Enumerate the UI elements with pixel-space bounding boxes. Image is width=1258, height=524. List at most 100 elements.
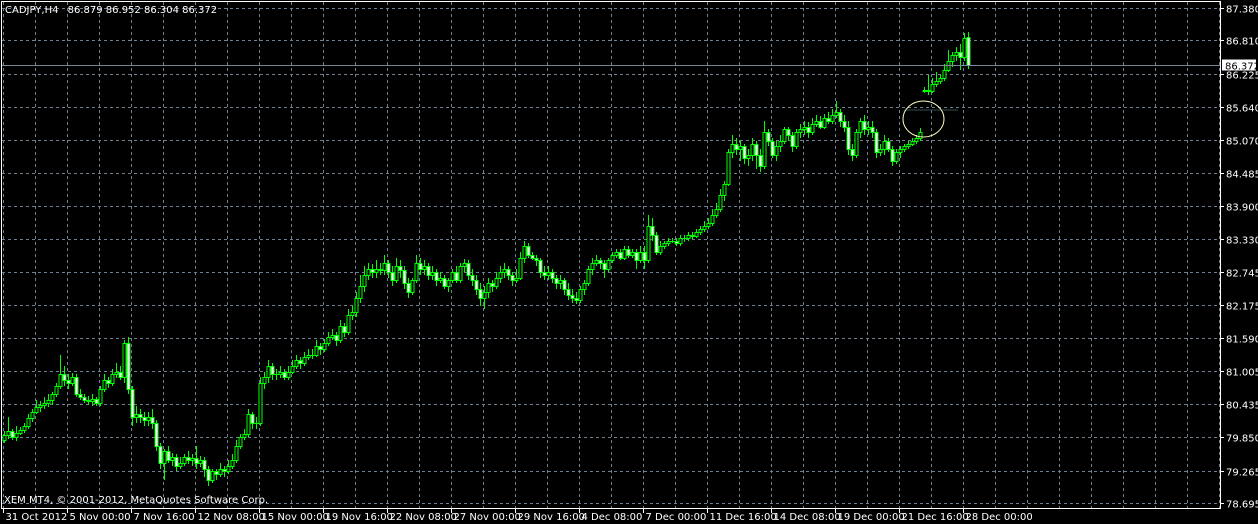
- annotation-ellipse[interactable]: [902, 100, 945, 138]
- candle-body-bull: [6, 431, 11, 436]
- candle: [810, 118, 815, 135]
- candle-body-bull: [286, 372, 291, 378]
- candle-body-bear: [554, 278, 559, 284]
- candle: [270, 363, 275, 380]
- candle-body-bull: [210, 471, 215, 481]
- candle: [818, 116, 823, 129]
- candle: [638, 246, 643, 263]
- candle: [178, 457, 183, 469]
- time-axis[interactable]: 31 Oct 2012 5 Nov 00:00 7 Nov 16:00 12 Nov …: [3, 509, 1033, 523]
- candle: [754, 141, 759, 169]
- candle-body-bull: [458, 266, 463, 281]
- candle: [546, 266, 551, 280]
- candle-body-bull: [930, 84, 935, 92]
- candle-body-bear: [850, 149, 855, 156]
- candles: [2, 32, 971, 486]
- candle-body-bull: [730, 144, 735, 153]
- candle: [50, 392, 55, 405]
- candle-body-bull: [382, 263, 387, 271]
- candle: [418, 258, 423, 275]
- candle: [290, 360, 295, 374]
- candle: [54, 383, 59, 397]
- candle-body-bull: [306, 355, 311, 358]
- candle: [626, 246, 631, 258]
- candle: [246, 409, 251, 437]
- candle: [898, 146, 903, 158]
- candle: [46, 394, 51, 407]
- candle: [766, 129, 771, 146]
- candle: [302, 352, 307, 366]
- candle-body-bull: [14, 433, 19, 438]
- candle: [654, 232, 659, 255]
- candle: [118, 366, 123, 380]
- candle-body-bull: [622, 249, 627, 259]
- candle: [466, 260, 471, 280]
- candle: [482, 286, 487, 309]
- candle: [330, 329, 335, 340]
- candle: [542, 266, 547, 280]
- candle-body-bull: [162, 451, 167, 464]
- candle-body-bull: [942, 70, 947, 79]
- candle: [922, 87, 927, 93]
- x-tick-label: 19 Dec 00:00: [838, 512, 905, 523]
- y-tick-label: 78.695: [1226, 500, 1258, 511]
- candle-body-bull: [38, 405, 43, 408]
- candle-body-bear: [202, 460, 207, 470]
- candle: [206, 466, 211, 486]
- candle-body-bear: [82, 397, 87, 401]
- candle: [666, 238, 671, 246]
- y-tick-label: 83.900: [1226, 203, 1258, 214]
- candle: [22, 423, 27, 433]
- candle-body-bull: [266, 366, 271, 378]
- candle: [962, 33, 967, 61]
- candle-body-bull: [278, 372, 283, 375]
- candle: [550, 269, 555, 283]
- candle-body-bear: [786, 129, 791, 136]
- candle-body-bull: [694, 232, 699, 237]
- candle-body-bull: [722, 184, 727, 196]
- candle-body-bull: [302, 357, 307, 364]
- candle-body-bull: [906, 144, 911, 147]
- candle-body-bear: [86, 400, 91, 402]
- candle-body-bull: [822, 118, 827, 128]
- candle-body-bear: [926, 90, 931, 92]
- candle: [74, 374, 79, 397]
- candle-body-bull: [514, 278, 519, 281]
- candle: [126, 337, 131, 394]
- candle-body-bull: [910, 141, 915, 145]
- candle-body-bear: [770, 141, 775, 156]
- candle: [66, 374, 71, 389]
- copyright-text: XEM MT4, © 2001-2012, MetaQuotes Softwar…: [4, 495, 268, 506]
- candle: [218, 463, 223, 477]
- price-axis[interactable]: 87.380 86.810 86.225 85.640 85.070 84.485 83.9…: [1221, 5, 1258, 511]
- candle: [26, 414, 31, 429]
- candle: [846, 121, 851, 155]
- candle: [130, 386, 135, 426]
- candle-body-bear: [206, 469, 211, 481]
- candle-body-bear: [130, 389, 135, 418]
- candle-body-bear: [370, 269, 375, 273]
- candle-body-bear: [650, 226, 655, 236]
- candle: [194, 446, 199, 469]
- candle-body-bull: [350, 312, 355, 316]
- candle-body-bull: [230, 460, 235, 467]
- candle-body-bear: [538, 260, 543, 273]
- candle: [882, 135, 887, 155]
- candle: [286, 366, 291, 380]
- candle: [814, 115, 819, 127]
- candle-body-bull: [854, 132, 859, 156]
- candle: [154, 420, 159, 451]
- candle-body-bear: [334, 335, 339, 341]
- candle-body-bull: [462, 263, 467, 267]
- x-tick-label: 7 Dec 00:00: [646, 512, 707, 523]
- candle-body-bull: [234, 446, 239, 461]
- candle-body-bear: [826, 118, 831, 122]
- candle: [198, 456, 203, 467]
- candle: [578, 286, 583, 303]
- candle-body-bear: [506, 269, 511, 276]
- candle-body-bear: [862, 121, 867, 130]
- candle-body-bull: [198, 460, 203, 464]
- y-tick-label: 87.380: [1226, 5, 1258, 16]
- candle-body-bear: [386, 263, 391, 273]
- candle: [470, 269, 475, 286]
